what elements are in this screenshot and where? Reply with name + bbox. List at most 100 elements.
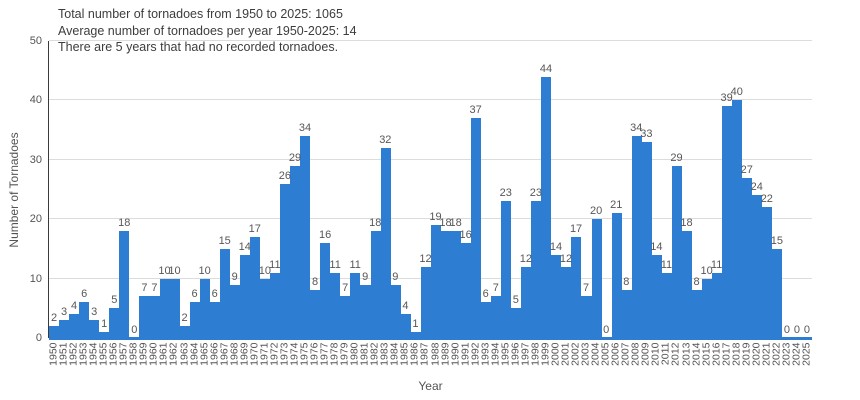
bar (591, 219, 602, 338)
bar-value-label: 34 (630, 122, 643, 135)
bar-value-label: 0 (793, 324, 800, 336)
bar-value-label: 6 (81, 288, 88, 301)
bar-value-label: 44 (539, 62, 553, 75)
bar (631, 136, 642, 338)
bar-value-label: 23 (529, 187, 543, 200)
bar-value-label: 7 (583, 282, 590, 295)
bar (440, 231, 451, 338)
bar (370, 231, 381, 338)
bar-value-label: 4 (402, 300, 409, 313)
bar (189, 302, 200, 338)
bar-value-label: 26 (278, 169, 292, 182)
bar (460, 242, 471, 338)
bar-value-label: 0 (783, 324, 790, 336)
bar (661, 272, 672, 338)
bar-value-label: 22 (760, 193, 773, 206)
bar (59, 320, 70, 338)
y-tick-label: 50 (29, 35, 42, 47)
bar-value-label: 27 (740, 163, 753, 176)
bar-value-label: 11 (269, 258, 281, 271)
bar (561, 266, 572, 338)
bar-value-label: 4 (71, 300, 78, 313)
bar-value-label: 10 (198, 264, 211, 277)
bar-value-label: 7 (342, 282, 349, 295)
bar (712, 272, 723, 338)
bar-value-label: 39 (720, 92, 733, 105)
bar (239, 254, 250, 338)
bar-value-label: 21 (610, 199, 623, 212)
bar (621, 290, 632, 338)
y-tick-label: 30 (29, 153, 42, 166)
bar-value-label: 1 (101, 318, 108, 331)
bar (722, 106, 733, 338)
bar-value-label: 7 (492, 282, 499, 295)
bar (501, 201, 512, 338)
bar (360, 284, 371, 338)
bar-value-label: 10 (158, 264, 171, 277)
bar (89, 320, 100, 338)
bar (99, 332, 110, 338)
bar (139, 296, 150, 338)
bar (531, 201, 542, 338)
bar (551, 254, 562, 338)
bar-value-label: 5 (111, 294, 118, 307)
bar (320, 242, 331, 338)
bar (199, 278, 210, 338)
y-axis-tick-labels: 0 10 20 30 40 50 (0, 35, 42, 344)
bar-value-label: 12 (419, 252, 432, 265)
annotation-zero-years-line: There are 5 years that had no recorded t… (58, 40, 339, 54)
plot-area: 2 3 4 6 3 1 5 18 0 7 7 10 10 2 6 10 6 15 9 14 17 10 11 26 29 34 8 1… (48, 40, 812, 340)
bar (290, 165, 301, 338)
bar-value-label: 1 (412, 318, 419, 331)
x-axis-line (49, 337, 812, 340)
bar (702, 278, 713, 338)
bar-value-label: 15 (218, 234, 231, 247)
annotation-average-line: Average number of tornadoes per year 195… (58, 23, 357, 38)
bar (390, 284, 401, 338)
bar-value-label: 18 (439, 217, 452, 230)
bar (270, 272, 281, 338)
bar (571, 237, 582, 338)
bar-value-label: 11 (349, 258, 361, 271)
bar (511, 308, 522, 338)
gridline (49, 158, 812, 160)
bar-series (49, 41, 812, 338)
bar (229, 284, 240, 338)
bar (259, 278, 271, 338)
bar (300, 136, 311, 338)
bar (430, 225, 441, 338)
bar-value-label: 12 (519, 252, 532, 265)
bar-value-label: 3 (60, 306, 68, 319)
bar-value-label: 29 (288, 151, 302, 164)
bar (491, 296, 502, 338)
bar-value-label: 15 (770, 234, 783, 247)
bar-value-label: 0 (803, 324, 811, 336)
bar (541, 76, 552, 338)
bar-value-label: 12 (559, 252, 573, 265)
bar (79, 302, 90, 338)
bar-value-label: 20 (590, 205, 603, 218)
bar (581, 296, 592, 338)
bar (179, 326, 190, 338)
y-axis-line (48, 41, 49, 338)
bar (280, 183, 291, 338)
bar (400, 314, 411, 338)
bar-value-label: 9 (392, 270, 399, 283)
bar-value-label: 11 (329, 258, 341, 271)
y-tick-label: 40 (29, 94, 42, 107)
bar (611, 213, 622, 338)
annotation-total-line: Total number of tornadoes from 1950 to 2… (58, 7, 343, 21)
bar (742, 177, 753, 338)
bar-value-label: 8 (623, 276, 630, 289)
bar-value-label: 14 (549, 240, 563, 253)
bar-value-label: 11 (660, 258, 673, 271)
bar-value-label: 18 (369, 217, 382, 230)
bar (470, 118, 482, 338)
y-tick-label: 0 (35, 332, 42, 344)
bar-value-label: 10 (168, 264, 181, 277)
bar (219, 248, 230, 338)
bar (732, 100, 743, 338)
gridline (49, 40, 812, 41)
bar (330, 272, 341, 338)
